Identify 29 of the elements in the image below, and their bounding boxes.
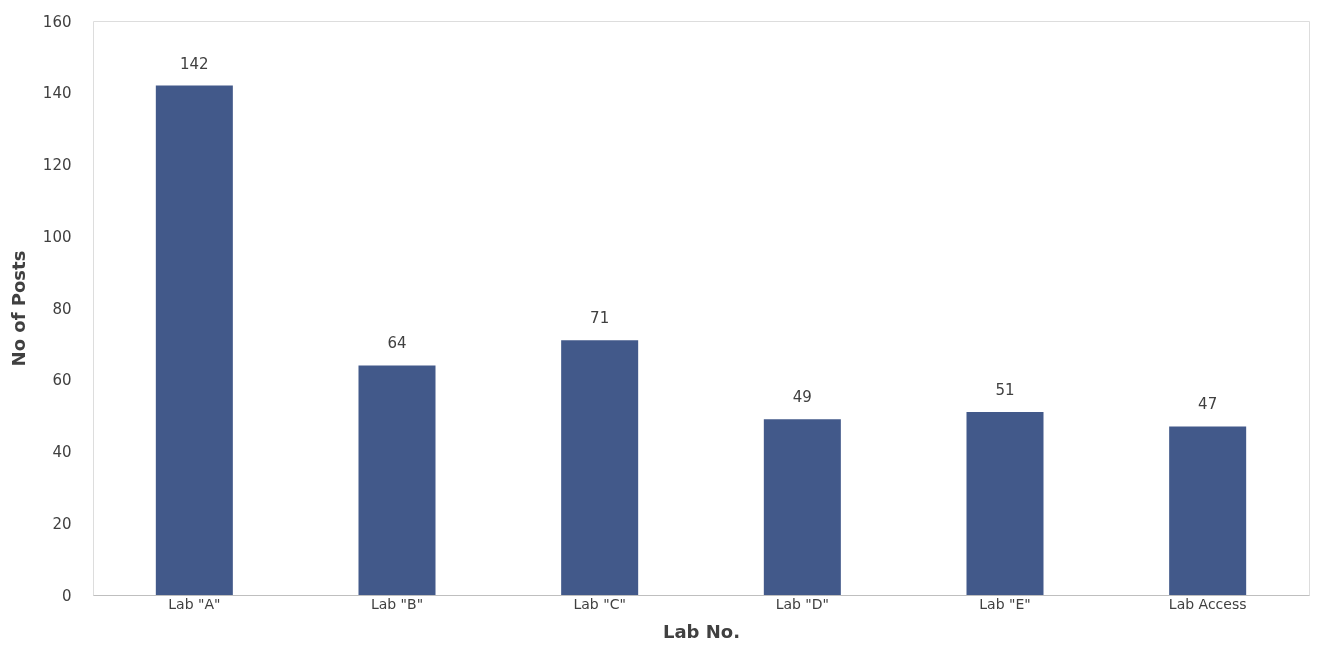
x-tick-label: Lab "E" <box>979 595 1031 612</box>
y-tick-label: 60 <box>52 371 72 390</box>
y-axis-title: No of Posts <box>7 250 29 367</box>
bar <box>763 419 841 595</box>
y-tick-label: 120 <box>42 156 72 174</box>
y-tick-label: 0 <box>61 586 72 605</box>
data-label: 142 <box>180 54 209 73</box>
data-label: 51 <box>995 381 1015 400</box>
x-tick-label: Lab "A" <box>168 595 221 612</box>
y-tick-label: 140 <box>42 84 72 103</box>
bar <box>561 340 639 595</box>
y-tick-label: 40 <box>52 443 72 461</box>
data-label: 71 <box>590 309 610 328</box>
y-tick-label: 100 <box>42 227 72 246</box>
bar <box>358 365 436 595</box>
bar <box>155 85 233 595</box>
x-tick-label: Lab Access <box>1168 595 1247 612</box>
x-tick-label: Lab "C" <box>573 595 626 612</box>
x-axis-title: Lab No. <box>662 620 741 642</box>
y-tick-label: 20 <box>52 514 72 533</box>
bar <box>966 412 1044 595</box>
bar <box>1169 426 1247 595</box>
y-tick-label: 80 <box>52 299 72 318</box>
data-label: 47 <box>1198 395 1218 414</box>
y-tick-label: 160 <box>42 12 72 31</box>
data-label: 49 <box>792 388 812 407</box>
x-tick-label: Lab "B" <box>370 595 424 612</box>
data-label: 64 <box>387 334 407 353</box>
x-tick-label: Lab "D" <box>775 595 830 612</box>
